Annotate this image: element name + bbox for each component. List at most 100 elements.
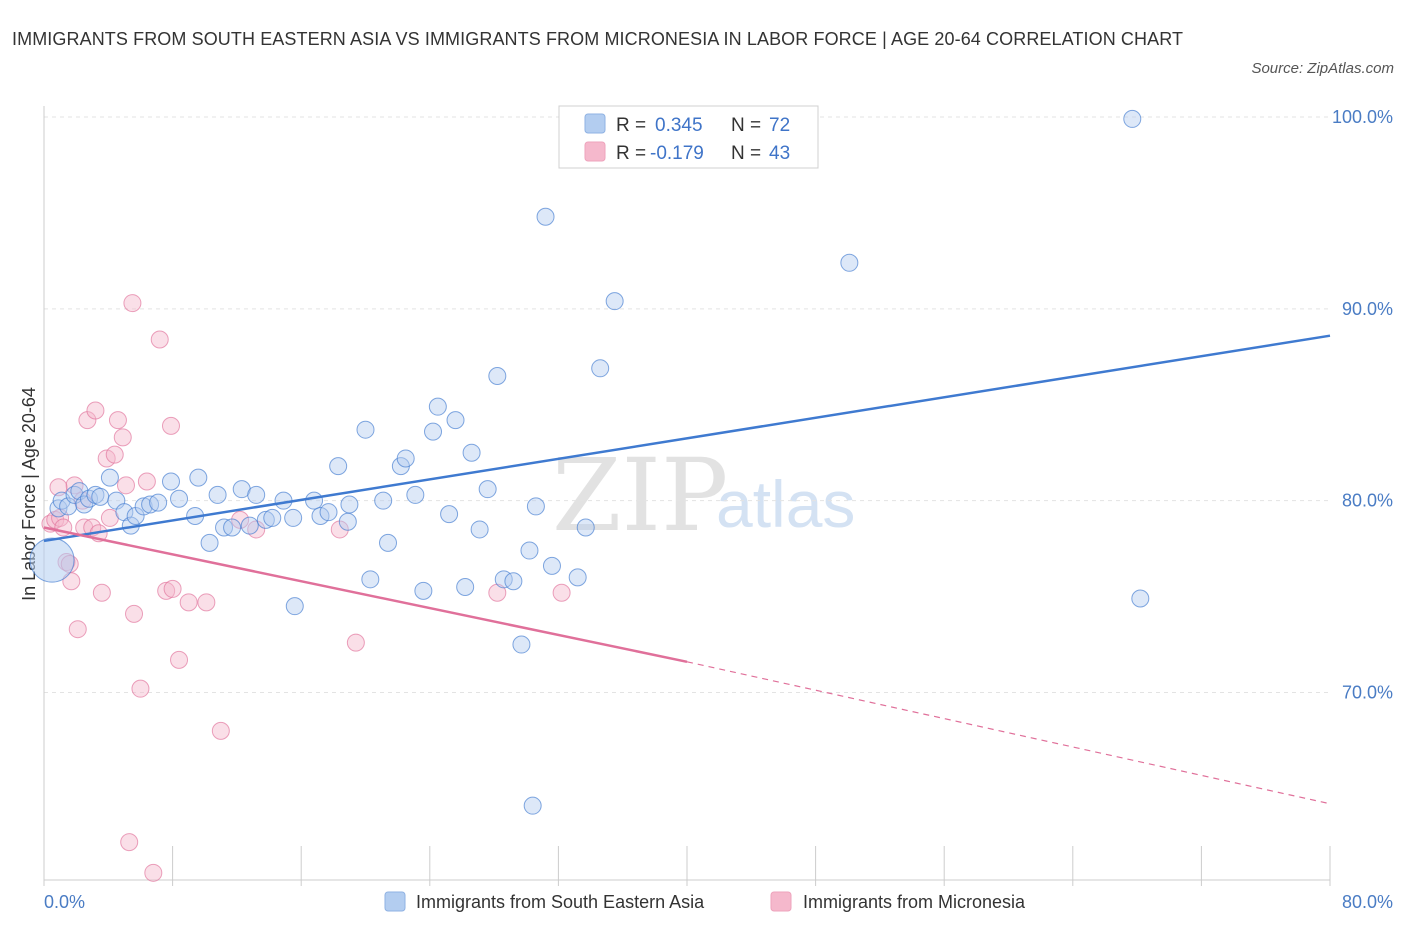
micronesia-point-6 [62, 572, 81, 591]
micronesia-point-15 [92, 583, 111, 602]
sea-point-46 [406, 485, 425, 504]
trend-lines [43, 334, 1331, 805]
micronesia-point-31 [163, 579, 182, 598]
micronesia-point-13 [86, 401, 105, 420]
legend-swatch-blue [584, 113, 606, 134]
sea-point-33 [285, 597, 304, 616]
sea-point-63 [542, 556, 561, 575]
sea-point-69 [1123, 109, 1142, 128]
micronesia-point-7 [65, 476, 84, 495]
sea-point-47 [414, 581, 433, 600]
micronesia-point-42 [49, 478, 68, 497]
bottom-legend-label-blue: Immigrants from South Eastern Asia [416, 892, 705, 912]
micronesia-point-28 [150, 330, 169, 349]
top-legend: R = 0.345 N = 72 R = -0.179 N = 43 [558, 105, 819, 169]
legend-n-value-blue: 72 [769, 115, 790, 136]
micronesia-point-27 [144, 863, 163, 882]
sea-point-29 [256, 510, 275, 529]
source-label: Source: ZipAtlas.com [1251, 60, 1394, 77]
trend-line-micronesia-extension [686, 661, 1331, 805]
sea-point-70 [1131, 589, 1150, 608]
sea-point-40 [356, 420, 375, 439]
sea-point-36 [319, 503, 338, 522]
trend-line-micronesia [43, 526, 688, 664]
y-tick-label-70: 70.0% [1342, 683, 1393, 703]
micronesia-point-41 [552, 583, 571, 602]
sea-point-18 [161, 472, 180, 491]
sea-point-15 [134, 497, 153, 516]
bottom-legend-label-pink: Immigrants from Micronesia [803, 892, 1026, 912]
y-tick-labels: 70.0% 80.0% 90.0% 100.0% [1332, 107, 1393, 703]
bottom-legend: Immigrants from South Eastern Asia Immig… [384, 891, 1026, 912]
sea-point-43 [379, 533, 398, 552]
micronesia-point-21 [116, 476, 135, 495]
micronesia-point-25 [131, 679, 150, 698]
series-micronesia-points [41, 294, 571, 882]
sea-point-58 [504, 572, 523, 591]
x-tick-label-max: 80.0% [1342, 892, 1393, 912]
micronesia-point-20 [113, 428, 132, 447]
sea-point-54 [470, 520, 489, 539]
y-tick-label-90: 90.0% [1342, 299, 1393, 319]
legend-r-value-pink: -0.179 [650, 143, 704, 164]
legend-r-label-blue: R = [616, 115, 646, 136]
legend-n-value-pink: 43 [769, 143, 790, 164]
micronesia-point-23 [123, 294, 142, 313]
watermark-atlas: atlas [716, 467, 855, 541]
y-tick-label-80: 80.0% [1342, 491, 1393, 511]
sea-point-65 [576, 518, 595, 537]
legend-r-label-pink: R = [616, 143, 646, 164]
legend-r-value-blue: 0.345 [655, 115, 703, 136]
bottom-legend-swatch-pink [770, 891, 792, 912]
sea-point-52 [456, 577, 475, 596]
legend-swatch-pink [584, 141, 606, 162]
sea-point-50 [440, 505, 459, 524]
sea-point-3 [59, 497, 78, 516]
sea-point-9 [91, 487, 110, 506]
sea-point-45 [396, 449, 415, 468]
x-ticks [43, 846, 1331, 886]
micronesia-point-33 [179, 593, 198, 612]
micronesia-point-32 [170, 650, 189, 669]
sea-point-23 [208, 485, 227, 504]
micronesia-point-35 [211, 721, 230, 740]
sea-point-10 [100, 468, 119, 487]
legend-n-label-blue: N = [731, 115, 761, 136]
sea-point-0 [29, 537, 75, 583]
trend-line-sea [43, 334, 1331, 543]
x-tick-label-min: 0.0% [44, 892, 85, 912]
micronesia-point-30 [161, 416, 180, 435]
sea-point-48 [424, 422, 443, 441]
micronesia-point-8 [68, 620, 87, 639]
sea-point-64 [568, 568, 587, 587]
sea-point-32 [284, 508, 303, 527]
sea-point-17 [149, 493, 168, 512]
micronesia-point-24 [125, 604, 144, 623]
sea-point-25 [223, 518, 242, 537]
sea-point-39 [340, 495, 359, 514]
sea-point-59 [512, 635, 531, 654]
bottom-legend-swatch-blue [384, 891, 406, 912]
sea-point-22 [200, 533, 219, 552]
micronesia-point-29 [157, 581, 176, 600]
sea-point-68 [840, 253, 859, 272]
sea-point-34 [305, 491, 324, 510]
micronesia-point-34 [197, 593, 216, 612]
sea-point-71 [523, 796, 542, 815]
series-sea-points [29, 109, 1150, 815]
sea-point-67 [605, 292, 624, 311]
sea-point-21 [189, 468, 208, 487]
sea-point-49 [428, 397, 447, 416]
sea-point-37 [329, 457, 348, 476]
sea-point-38 [338, 512, 357, 531]
sea-point-62 [536, 207, 555, 226]
micronesia-point-22 [120, 833, 139, 852]
sea-point-27 [240, 516, 259, 535]
micronesia-point-18 [105, 445, 124, 464]
micronesia-point-39 [346, 633, 365, 652]
legend-n-label-pink: N = [731, 143, 761, 164]
sea-point-60 [520, 541, 539, 560]
sea-point-41 [361, 570, 380, 589]
sea-point-66 [591, 359, 610, 378]
